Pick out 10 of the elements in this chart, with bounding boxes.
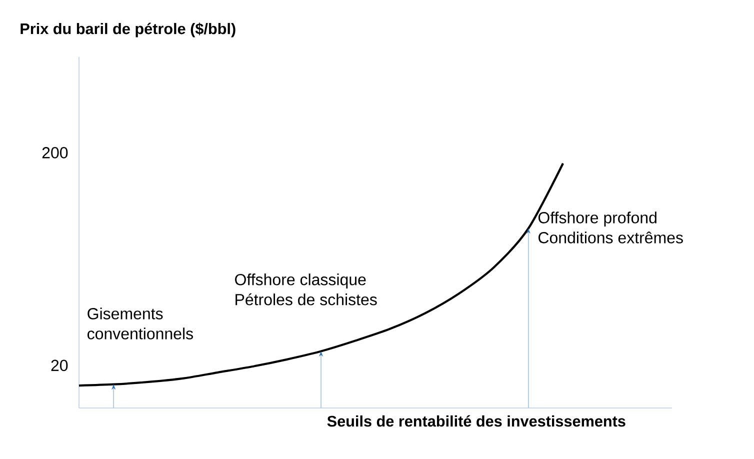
annotation: Offshore profond (538, 212, 656, 227)
annotation: Conditions extrêmes (538, 232, 683, 244)
annotation: Offshore classique (235, 274, 366, 288)
annotation: Pétroles de schistes (236, 293, 377, 306)
annotation: Gisements (88, 308, 163, 320)
x-axis-title: Seuils de rentabilité des investissements (327, 415, 626, 427)
y-tick-label: 20 (51, 360, 68, 372)
y-tick-label: 200 (42, 147, 68, 158)
annotation: conventionnels (88, 328, 193, 340)
y-axis-title: Prix du baril de pétrole ($/bbl) (20, 22, 236, 38)
